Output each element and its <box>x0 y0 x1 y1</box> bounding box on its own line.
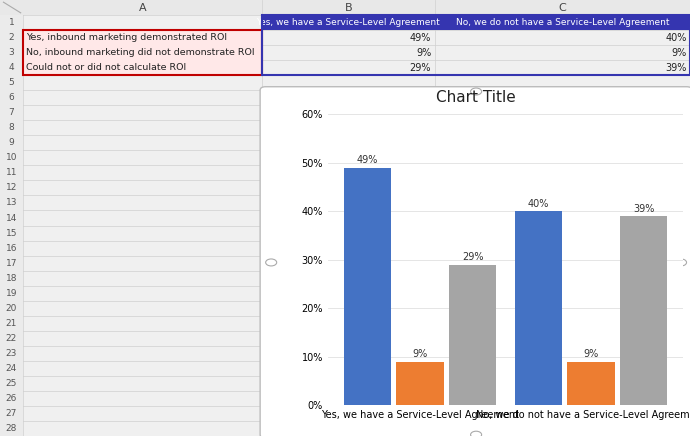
Bar <box>262 15 690 75</box>
Text: 5: 5 <box>8 78 14 87</box>
Text: 1: 1 <box>8 18 14 27</box>
Text: Yes, we have a Service-Level Agreement: Yes, we have a Service-Level Agreement <box>257 18 440 27</box>
Circle shape <box>471 88 482 95</box>
Text: 18: 18 <box>6 274 17 283</box>
Text: 40%: 40% <box>665 33 687 43</box>
Text: Chart Title: Chart Title <box>436 90 516 106</box>
Text: 39%: 39% <box>665 63 687 73</box>
Text: 3: 3 <box>8 48 14 57</box>
Text: 29%: 29% <box>410 63 431 73</box>
Text: 20: 20 <box>6 304 17 313</box>
Text: 15: 15 <box>6 228 17 238</box>
Bar <box>0 0 690 15</box>
Text: 9%: 9% <box>412 349 428 359</box>
Text: 7: 7 <box>8 108 14 117</box>
Bar <box>23 60 262 75</box>
Bar <box>396 362 444 405</box>
Text: 23: 23 <box>6 349 17 358</box>
Text: 14: 14 <box>6 214 17 222</box>
Bar <box>567 362 615 405</box>
Circle shape <box>471 431 482 436</box>
Text: 11: 11 <box>6 168 17 177</box>
Text: A: A <box>139 3 146 13</box>
Bar <box>0 0 23 436</box>
Text: C: C <box>558 3 566 13</box>
Text: B: B <box>344 3 353 13</box>
Text: 22: 22 <box>6 334 17 343</box>
Text: 6: 6 <box>8 93 14 102</box>
Text: 4: 4 <box>8 63 14 72</box>
Bar <box>435 15 690 30</box>
Text: 12: 12 <box>6 184 17 192</box>
Text: 28: 28 <box>6 424 17 433</box>
Text: Could not or did not calculate ROI: Could not or did not calculate ROI <box>26 63 186 72</box>
Text: 9%: 9% <box>583 349 599 359</box>
Text: 16: 16 <box>6 244 17 252</box>
Bar <box>515 211 562 405</box>
Text: 25: 25 <box>6 379 17 388</box>
Text: No, inbound marketing did not demonstrate ROI: No, inbound marketing did not demonstrat… <box>26 48 255 57</box>
Text: Yes, inbound marketing demonstrated ROI: Yes, inbound marketing demonstrated ROI <box>26 33 227 42</box>
Text: 26: 26 <box>6 394 17 403</box>
Text: 49%: 49% <box>357 155 378 165</box>
Text: 49%: 49% <box>410 33 431 43</box>
Text: 24: 24 <box>6 364 17 373</box>
Text: 9%: 9% <box>416 48 431 58</box>
Bar <box>23 30 262 45</box>
Text: 10: 10 <box>6 153 17 162</box>
Text: 2: 2 <box>8 33 14 42</box>
Text: 9%: 9% <box>671 48 687 58</box>
FancyBboxPatch shape <box>260 87 690 436</box>
Circle shape <box>676 259 687 266</box>
Text: No, we do not have a Service-Level Agreement: No, we do not have a Service-Level Agree… <box>455 18 669 27</box>
Bar <box>620 216 667 405</box>
Text: 27: 27 <box>6 409 17 418</box>
Text: 9: 9 <box>8 138 14 147</box>
Circle shape <box>266 259 277 266</box>
Bar <box>23 45 262 60</box>
Bar <box>23 30 262 75</box>
Text: 13: 13 <box>6 198 17 208</box>
Text: 8: 8 <box>8 123 14 132</box>
Text: 39%: 39% <box>633 204 654 214</box>
Text: 19: 19 <box>6 289 17 298</box>
Text: 29%: 29% <box>462 252 483 262</box>
Text: 21: 21 <box>6 319 17 328</box>
Bar <box>448 265 496 405</box>
Text: 40%: 40% <box>528 199 549 209</box>
Bar <box>344 167 391 405</box>
Bar <box>262 15 435 30</box>
Text: 17: 17 <box>6 259 17 268</box>
